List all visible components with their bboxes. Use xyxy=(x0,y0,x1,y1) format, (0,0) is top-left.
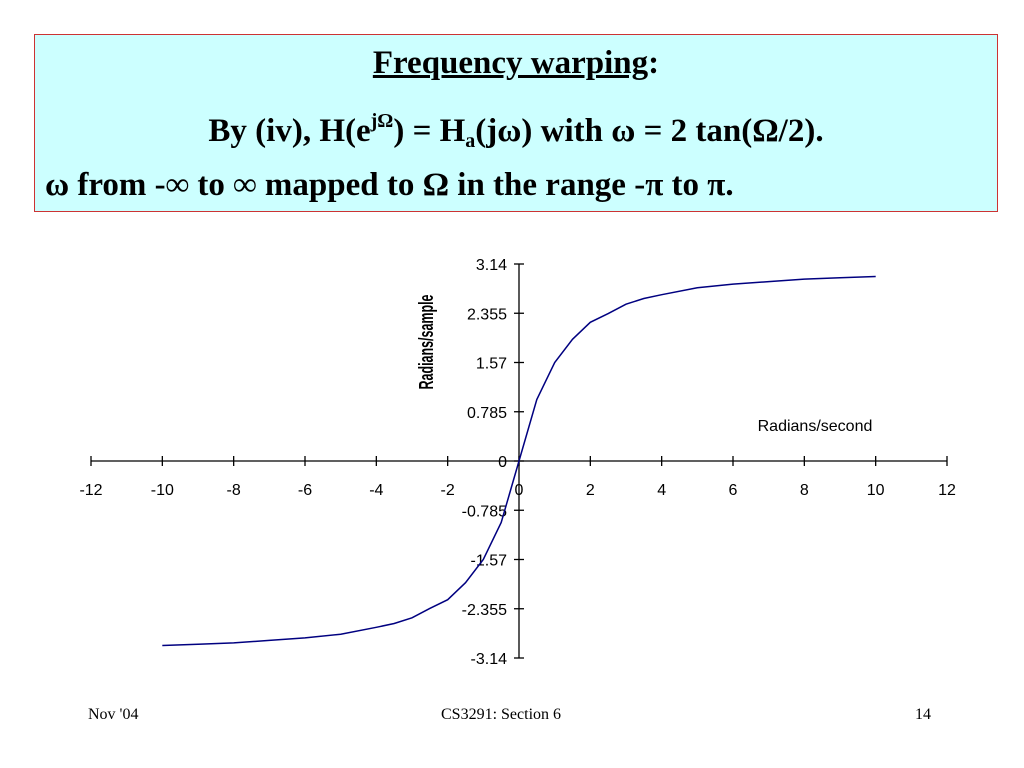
y-tick-label: 0 xyxy=(498,454,507,471)
x-tick-label: -8 xyxy=(227,482,241,499)
y-tick-label: 0.785 xyxy=(467,405,507,422)
x-tick-label: 4 xyxy=(657,482,666,499)
range-line: ω from -∞ to ∞ mapped to Ω in the range … xyxy=(45,167,734,203)
x-tick-label: -10 xyxy=(151,482,174,499)
x-tick-label: 12 xyxy=(938,482,956,499)
x-tick-label: -4 xyxy=(369,482,383,499)
y-tick-label: -2.355 xyxy=(462,602,507,619)
footer-date: Nov '04 xyxy=(88,706,139,723)
eq-part-3: (jω) with ω = 2 tan(Ω/2). xyxy=(475,113,824,149)
warping-chart: -12 -10 -8 -6 -4 -2 0 2 4 6 8 10 12 3.14 2.355 1.57 0.78… xyxy=(79,257,956,668)
y-tick-label: 2.355 xyxy=(467,306,507,323)
title-text: Frequency warping xyxy=(372,45,649,81)
eq-subscript: a xyxy=(465,130,476,152)
x-tick-label: 8 xyxy=(800,482,809,499)
x-tick-label: 0 xyxy=(515,482,524,499)
y-tick-label: -1.57 xyxy=(471,553,508,570)
y-tick-label: -3.14 xyxy=(471,651,508,668)
eq-part-1: By (iv), H(e xyxy=(208,113,371,149)
y-tick-label: 3.14 xyxy=(476,257,507,274)
footer-course: CS3291: Section 6 xyxy=(441,706,562,723)
x-axis-label: Radians/second xyxy=(758,418,873,435)
x-tick-label: 10 xyxy=(867,482,885,499)
x-tick-label: -12 xyxy=(79,482,102,499)
x-tick-label: -6 xyxy=(298,482,312,499)
x-tick-label: -2 xyxy=(441,482,455,499)
title-box: Frequency warping: By (iv), H(ejΩ) = Ha(… xyxy=(34,34,998,212)
x-tick-label: 6 xyxy=(729,482,738,499)
equation-line: By (iv), H(ejΩ) = Ha(jω) with ω = 2 tan(… xyxy=(35,110,997,152)
eq-superscript: jΩ xyxy=(370,110,394,132)
y-tick-label: 1.57 xyxy=(476,356,507,373)
footer-page-number: 14 xyxy=(915,706,931,723)
eq-part-2: ) = H xyxy=(393,113,466,149)
title-colon: : xyxy=(648,45,660,81)
y-axis-label: Radians/sample xyxy=(415,295,438,390)
y-tick-label: -0.785 xyxy=(462,503,507,520)
x-tick-label: 2 xyxy=(586,482,595,499)
slide-title: Frequency warping: xyxy=(35,45,997,82)
